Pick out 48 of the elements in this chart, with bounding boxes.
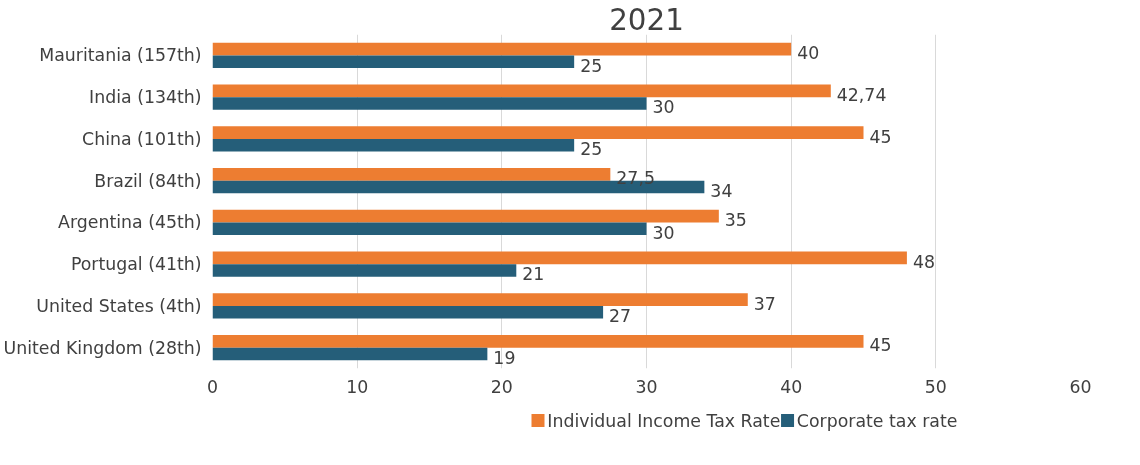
y-tick-label: Mauritania (157th) bbox=[39, 45, 202, 66]
legend-label: Corporate tax rate bbox=[796, 410, 958, 431]
data-label: 30 bbox=[652, 97, 675, 118]
data-label: 48 bbox=[912, 251, 935, 272]
x-tick-label: 0 bbox=[206, 376, 219, 397]
y-tick-label: Argentina (45th) bbox=[58, 212, 202, 233]
bar bbox=[212, 84, 831, 98]
x-tick-label: 60 bbox=[1069, 376, 1092, 397]
data-label: 45 bbox=[869, 126, 892, 147]
x-tick-label: 50 bbox=[924, 376, 947, 397]
bar bbox=[212, 335, 864, 348]
bar bbox=[212, 305, 604, 319]
data-label: 40 bbox=[797, 43, 820, 64]
data-label: 19 bbox=[493, 347, 516, 368]
data-label: 30 bbox=[652, 222, 675, 243]
y-tick-label: United Kingdom (28th) bbox=[3, 337, 202, 358]
data-label: 37 bbox=[753, 293, 776, 314]
chart-title: 2021 bbox=[609, 2, 684, 37]
bar bbox=[212, 168, 611, 181]
y-tick-label: United States (4th) bbox=[36, 295, 202, 316]
y-tick-label: India (134th) bbox=[89, 87, 202, 108]
bar bbox=[212, 293, 748, 306]
bar bbox=[212, 55, 575, 68]
legend-label: Individual Income Tax Rate bbox=[547, 410, 781, 431]
y-tick-label: Brazil (84th) bbox=[94, 170, 202, 191]
x-tick-label: 40 bbox=[780, 376, 803, 397]
bar bbox=[212, 264, 517, 277]
y-tick-label: Portugal (41th) bbox=[70, 254, 202, 275]
bar bbox=[212, 251, 907, 265]
data-label: 45 bbox=[869, 335, 892, 356]
bar bbox=[212, 347, 488, 361]
bar bbox=[212, 126, 864, 139]
data-label: 27 bbox=[609, 306, 632, 327]
data-label: 25 bbox=[580, 139, 603, 160]
data-label: 42,74 bbox=[836, 84, 887, 105]
y-tick-label: China (101th) bbox=[82, 128, 202, 149]
bar bbox=[212, 138, 575, 152]
bar bbox=[212, 222, 647, 235]
data-label: 34 bbox=[710, 180, 733, 201]
bar bbox=[212, 209, 719, 223]
bar bbox=[212, 97, 647, 110]
data-label: 35 bbox=[724, 210, 747, 231]
x-tick-label: 30 bbox=[635, 376, 658, 397]
data-label: 25 bbox=[580, 55, 603, 76]
x-tick-label: 20 bbox=[490, 376, 513, 397]
data-label: 21 bbox=[522, 264, 545, 285]
x-tick-label: 10 bbox=[346, 376, 369, 397]
bar bbox=[212, 42, 792, 56]
